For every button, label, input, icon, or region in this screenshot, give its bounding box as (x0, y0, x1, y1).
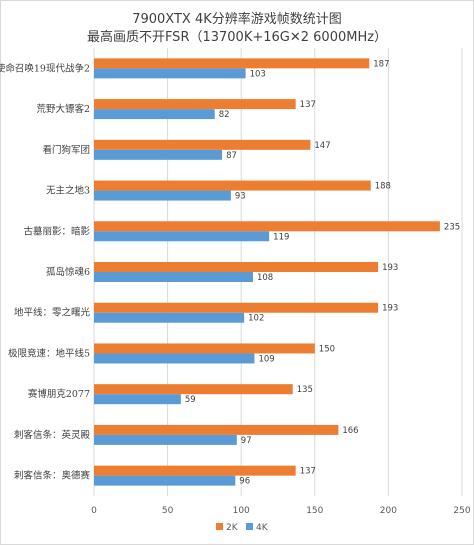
data-label-4K-3: 93 (235, 192, 246, 202)
bar-2K-0 (94, 58, 370, 69)
data-label-2K-5: 193 (382, 263, 398, 273)
category-label: 刺客信条：奥德赛 (14, 470, 91, 482)
data-label-2K-7: 150 (319, 344, 335, 354)
chart-title: 7900XTX 4K分辨率游戏帧数统计图 (132, 12, 342, 27)
data-label-2K-4: 235 (444, 222, 460, 232)
category-label: 孤岛惊魂6 (46, 266, 90, 278)
bar-4K-1 (94, 109, 215, 120)
data-label-4K-6: 102 (248, 314, 264, 324)
x-tick-label-150: 150 (306, 506, 323, 516)
bar-2K-1 (94, 99, 296, 110)
category-label: 看门狗军团 (42, 144, 90, 156)
bar-4K-2 (94, 149, 223, 160)
data-label-2K-0: 187 (373, 59, 389, 69)
category-label: 无主之地3 (46, 185, 90, 197)
data-label-2K-6: 193 (382, 304, 398, 314)
data-label-4K-8: 59 (185, 395, 196, 405)
bar-4K-8 (94, 394, 181, 405)
data-label-4K-0: 103 (250, 69, 266, 79)
data-label-4K-10: 96 (239, 477, 250, 487)
data-label-2K-2: 147 (314, 141, 330, 151)
category-label: 刺客信条：英灵殿 (14, 429, 91, 441)
bar-4K-0 (94, 68, 246, 79)
data-label-4K-9: 97 (241, 436, 252, 446)
bar-2K-4 (94, 221, 440, 232)
category-label: 古墓丽影：暗影 (23, 225, 90, 237)
category-label: 极限竞速：地平线5 (8, 347, 90, 359)
bar-4K-6 (94, 312, 245, 323)
bar-4K-3 (94, 190, 231, 201)
bar-4K-7 (94, 353, 255, 364)
bar-4K-10 (94, 475, 236, 486)
data-label-2K-9: 166 (342, 426, 358, 436)
bar-4K-9 (94, 434, 237, 445)
x-tick-label-250: 250 (453, 506, 470, 516)
category-label: 地平线：零之曙光 (14, 307, 91, 319)
bar-2K-10 (94, 465, 296, 476)
category-label: 赛博朋克2077 (28, 388, 90, 400)
x-tick-label-0: 0 (91, 506, 97, 516)
bar-2K-8 (94, 384, 293, 395)
data-label-4K-1: 82 (219, 110, 230, 120)
x-tick-label-50: 50 (162, 506, 174, 516)
bar-2K-9 (94, 424, 339, 435)
category-label: 荒野大镖客2 (36, 103, 90, 115)
bar-4K-4 (94, 231, 270, 242)
bar-2K-2 (94, 139, 311, 150)
data-label-2K-10: 137 (300, 467, 316, 477)
data-label-2K-8: 135 (297, 385, 313, 395)
x-tick-label-200: 200 (380, 506, 397, 516)
bar-2K-5 (94, 262, 379, 272)
legend-swatch-2K (216, 523, 223, 530)
data-label-4K-2: 87 (226, 151, 237, 161)
x-tick-label-100: 100 (233, 506, 250, 516)
bar-2K-6 (94, 302, 379, 313)
data-label-4K-4: 119 (273, 232, 289, 242)
legend-label-2K: 2K (226, 523, 239, 533)
data-label-2K-1: 137 (300, 100, 316, 110)
bar-4K-5 (94, 272, 253, 282)
data-label-4K-7: 109 (258, 354, 274, 364)
legend-label-4K: 4K (256, 523, 269, 533)
bar-2K-3 (94, 180, 371, 191)
category-label: 使命召唤19现代战争2 (0, 62, 90, 74)
data-label-4K-5: 108 (257, 273, 273, 283)
bar-2K-7 (94, 343, 315, 354)
chart-subtitle: 最高画质不开FSR（13700K+16G✕2 6000MHz） (86, 30, 388, 45)
data-label-2K-3: 188 (375, 182, 391, 192)
legend-swatch-4K (246, 523, 253, 530)
